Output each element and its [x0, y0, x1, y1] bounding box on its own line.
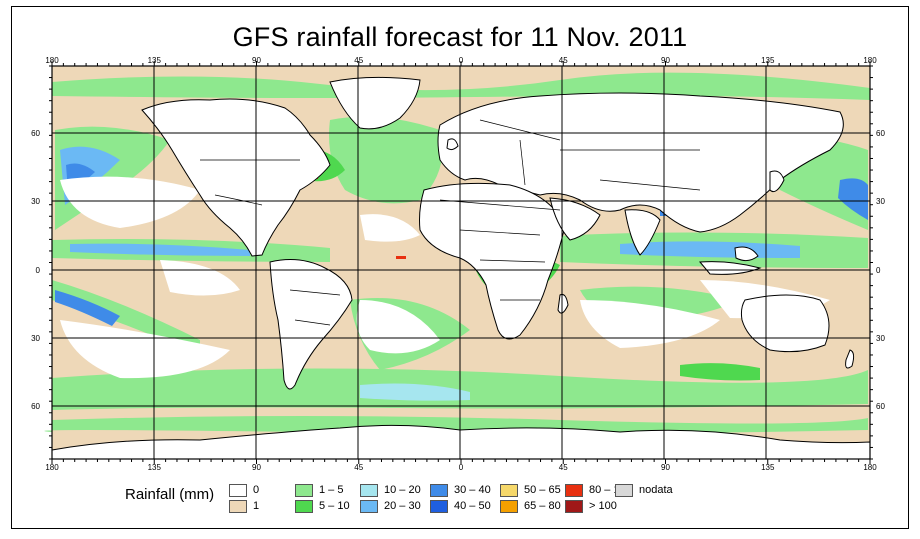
legend-label: 1 [253, 500, 260, 512]
legend-swatch [229, 500, 247, 513]
lon-label-top: 90 [252, 56, 261, 65]
legend-swatch [500, 500, 518, 513]
lon-label-top: 135 [148, 56, 162, 65]
madagascar [557, 294, 569, 314]
lat-label-left: 0 [36, 266, 41, 275]
lon-labels-top: 180 135 90 45 0 45 90 135 180 [45, 56, 877, 65]
lat-labels-right: 60 30 0 30 60 [876, 129, 885, 411]
legend-label: 10 – 20 [384, 484, 421, 496]
legend-label: > 100 [589, 500, 617, 512]
lat-label-right: 0 [876, 266, 881, 275]
lon-label-bottom: 45 [559, 463, 568, 472]
map-title: GFS rainfall forecast for 11 Nov. 2011 [232, 22, 688, 52]
dry-areas [60, 176, 830, 379]
british-isles [446, 138, 459, 151]
lon-label-bottom: 135 [148, 463, 162, 472]
legend-label: 5 – 10 [319, 500, 350, 512]
legend-swatch [430, 500, 448, 513]
legend-swatch [295, 500, 313, 513]
legend-swatch [360, 500, 378, 513]
lon-label-bottom: 45 [354, 463, 363, 472]
legend-swatch [615, 484, 633, 497]
greenland [329, 76, 421, 130]
lat-label-right: 60 [876, 402, 885, 411]
legend-label: 0 [253, 484, 260, 496]
legend-swatch [430, 484, 448, 497]
legend-label: 50 – 65 [524, 484, 561, 496]
lat-labels-left: 60 30 0 30 60 [31, 129, 40, 411]
lon-label-bottom: 90 [252, 463, 261, 472]
lat-label-right: 30 [876, 197, 885, 206]
legend-swatch [229, 484, 247, 497]
north-america [141, 98, 331, 257]
graticule [52, 66, 870, 459]
new-zealand [845, 349, 855, 369]
japan [769, 170, 785, 193]
map-ticks [49, 61, 873, 464]
figure-frame [11, 6, 909, 529]
lat-label-left: 60 [31, 402, 40, 411]
legend-swatch [500, 484, 518, 497]
indonesia [698, 261, 762, 275]
eurasia [437, 92, 844, 233]
lon-label-bottom: 180 [863, 463, 877, 472]
legend-label: 40 – 50 [454, 500, 491, 512]
lon-label-top: 45 [354, 56, 363, 65]
lat-label-left: 30 [31, 334, 40, 343]
lat-label-left: 60 [31, 129, 40, 138]
lon-label-bottom: 0 [459, 463, 464, 472]
legend-swatch [295, 484, 313, 497]
legend-swatch [565, 500, 583, 513]
legend-label: nodata [639, 484, 673, 496]
legend-label: 1 – 5 [319, 484, 344, 496]
lon-label-top: 45 [559, 56, 568, 65]
lat-label-right: 60 [876, 129, 885, 138]
legend-label: 30 – 40 [454, 484, 491, 496]
legend-title: Rainfall (mm) [125, 486, 215, 503]
lon-label-bottom: 180 [45, 463, 59, 472]
lon-label-bottom: 90 [661, 463, 670, 472]
legend-swatch [565, 484, 583, 497]
lon-label-top: 0 [459, 56, 464, 65]
borneo [734, 246, 759, 262]
australia [740, 294, 830, 353]
legend-label: 20 – 30 [384, 500, 421, 512]
legend-swatch [360, 484, 378, 497]
lon-labels-bottom: 180 135 90 45 0 45 90 135 180 [45, 463, 877, 472]
lon-label-top: 90 [661, 56, 670, 65]
lat-label-right: 30 [876, 334, 885, 343]
lon-label-bottom: 135 [761, 463, 775, 472]
lon-label-top: 180 [45, 56, 59, 65]
lat-label-left: 30 [31, 197, 40, 206]
lon-label-top: 135 [761, 56, 775, 65]
legend-label: 65 – 80 [524, 500, 561, 512]
lon-label-top: 180 [863, 56, 877, 65]
india [624, 209, 661, 256]
